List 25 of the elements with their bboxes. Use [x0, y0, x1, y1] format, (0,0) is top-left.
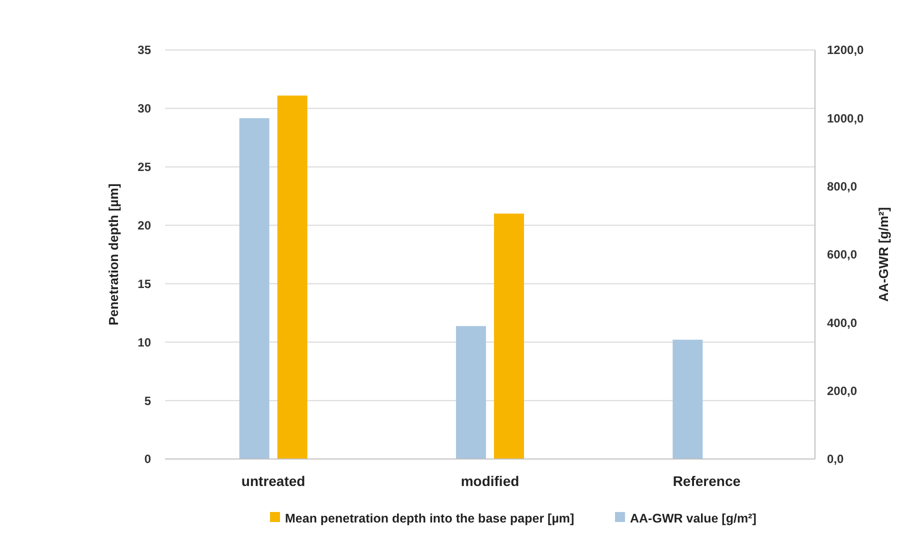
y2-tick-label: 1000,0 [827, 111, 864, 126]
bar [456, 326, 486, 459]
y2-tick-label: 800,0 [827, 180, 858, 194]
y2-tick-label: 0,0 [827, 452, 844, 466]
legend-label: Mean penetration depth into the base paper [µm] [285, 511, 574, 526]
x-tick-label: untreated [241, 473, 306, 489]
y-tick-label: 30 [138, 102, 152, 116]
y2-tick-label: 400,0 [827, 316, 858, 330]
y2-tick-label: 1200,0 [827, 43, 864, 58]
legend-label: AA-GWR value [g/m²] [630, 511, 756, 526]
y2-axis-title: AA-GWR [g/m²] [876, 207, 891, 302]
x-tick-label: modified [460, 473, 520, 489]
bar [672, 340, 703, 459]
y2-tick-label: 200,0 [827, 384, 858, 398]
y-tick-label: 35 [138, 43, 152, 58]
y-tick-label: 20 [138, 218, 152, 232]
y-tick-label: 25 [138, 160, 152, 174]
y-tick-label: 5 [144, 394, 152, 408]
y-tick-label: 15 [138, 276, 152, 291]
x-tick-label: Reference [672, 473, 741, 489]
y-tick-label: 10 [138, 335, 152, 350]
y-tick-label: 0 [144, 452, 152, 466]
y-axis-title: Penetration depth [µm] [106, 184, 121, 326]
y2-tick-label: 600,0 [827, 248, 858, 262]
bar [239, 118, 270, 459]
